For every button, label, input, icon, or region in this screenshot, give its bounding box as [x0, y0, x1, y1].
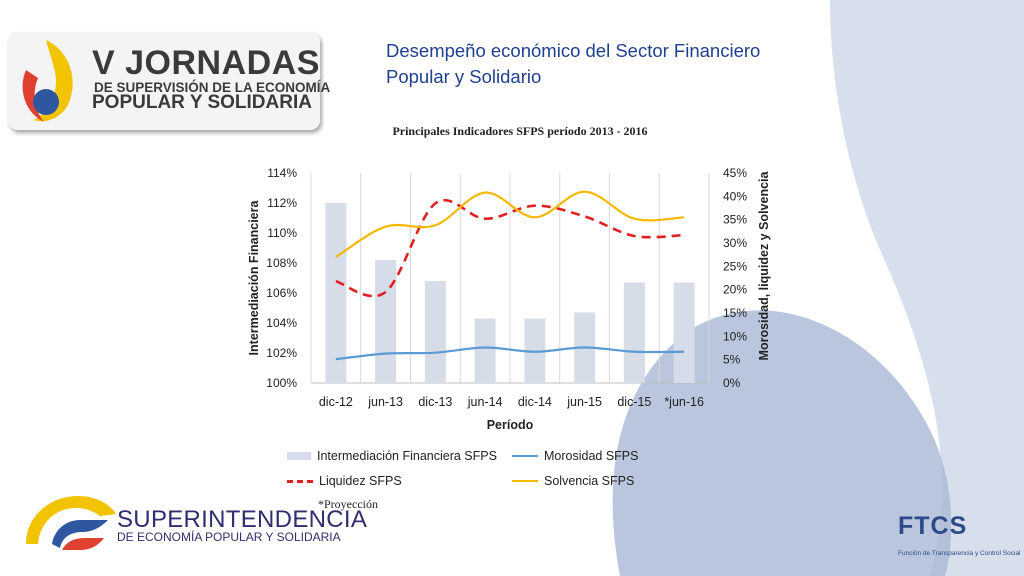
- institution-name: SUPERINTENDENCIA: [117, 506, 368, 533]
- y2-tick-label: 25%: [723, 259, 747, 273]
- projection-note: *Proyección: [318, 497, 378, 511]
- logo-title: V JORNADAS: [92, 44, 320, 82]
- bar: [474, 318, 496, 383]
- slide-title: Desempeño económico del Sector Financier…: [386, 38, 806, 90]
- y2-tick-label: 40%: [723, 189, 747, 203]
- slide-title-line-1: Desempeño económico del Sector Financier…: [386, 40, 761, 61]
- x-tick-label: *jun-16: [664, 395, 704, 409]
- y2-tick-label: 10%: [723, 329, 747, 343]
- series-line-1: [335, 346, 685, 361]
- y-tick-label: 112%: [267, 196, 297, 210]
- bar: [673, 282, 695, 383]
- event-logo: [6, 30, 324, 136]
- legend-label: Morosidad SFPS: [544, 449, 639, 463]
- x-tick-label: jun-14: [467, 395, 503, 409]
- y-tick-label: 104%: [266, 316, 297, 330]
- logo-subtitle-2: POPULAR Y SOLIDARIA: [92, 92, 312, 113]
- y-axis-label: Intermediación Financiera: [247, 200, 261, 356]
- legend-label: Intermediación Financiera SFPS: [317, 449, 497, 463]
- legend-item-intermediacion: Intermediación Financiera SFPS: [287, 449, 497, 463]
- legend-swatch: [512, 455, 538, 457]
- bar: [623, 282, 645, 383]
- bar: [325, 203, 347, 383]
- y2-tick-label: 30%: [723, 236, 747, 250]
- x-axis-label: Período: [487, 418, 534, 432]
- x-tick-label: jun-13: [367, 395, 403, 409]
- slide-title-line-2: Popular y Solidario: [386, 66, 542, 87]
- series-line-2: [335, 199, 685, 298]
- legend-swatch: [287, 452, 311, 460]
- legend-item-solvencia: Solvencia SFPS: [512, 474, 634, 488]
- y-tick-label: 102%: [266, 346, 297, 360]
- bar: [375, 260, 397, 383]
- y-tick-label: 110%: [267, 226, 297, 240]
- ftcs-subtitle: Función de Transparencia y Control Socia…: [898, 550, 1021, 557]
- x-tick-label: dic-12: [319, 395, 353, 409]
- y-tick-label: 106%: [266, 286, 297, 300]
- legend-item-liquidez: Liquidez SFPS: [287, 474, 402, 488]
- legend-label: Solvencia SFPS: [544, 474, 635, 488]
- y2-tick-label: 5%: [723, 353, 741, 367]
- y-tick-label: 108%: [266, 256, 297, 270]
- institution-logo: [26, 496, 116, 550]
- ftcs-logo-text: FTCS: [898, 512, 968, 540]
- legend-swatch: [287, 479, 313, 483]
- y2-tick-label: 0%: [723, 376, 741, 390]
- y2-tick-label: 45%: [723, 166, 747, 180]
- series-line-3: [335, 190, 685, 258]
- y2-tick-label: 35%: [723, 213, 747, 227]
- bar: [424, 281, 446, 383]
- y2-axis-label: Morosidad, liquidez y Solvencia: [757, 170, 771, 360]
- chart-title: Principales Indicadores SFPS período 201…: [392, 124, 648, 138]
- x-tick-label: dic-15: [617, 395, 651, 409]
- x-tick-label: dic-13: [418, 395, 452, 409]
- legend-swatch: [512, 480, 538, 482]
- institution-subtitle: DE ECONOMÍA POPULAR Y SOLIDARIA: [117, 530, 341, 544]
- y-tick-label: 114%: [267, 166, 297, 180]
- y-tick-label: 100%: [266, 376, 297, 390]
- x-tick-label: dic-14: [518, 395, 552, 409]
- logo-subtitle: DE SUPERVISIÓN DE LA ECONOMÍA: [94, 80, 331, 95]
- legend-item-morosidad: Morosidad SFPS: [512, 449, 638, 463]
- y2-tick-label: 20%: [723, 283, 747, 297]
- y2-tick-label: 15%: [723, 306, 747, 320]
- legend-label: Liquidez SFPS: [319, 474, 402, 488]
- x-tick-label: jun-15: [566, 395, 602, 409]
